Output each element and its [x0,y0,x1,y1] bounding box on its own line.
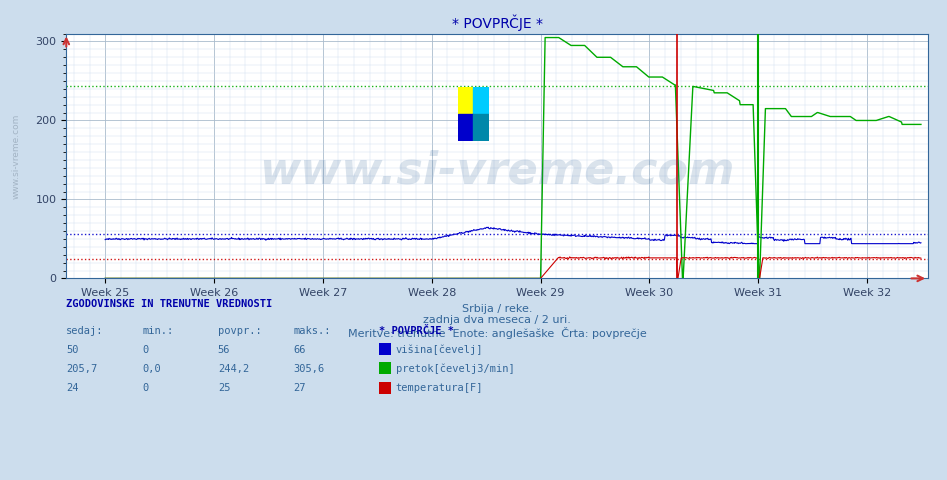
Title: * POVPRČJE *: * POVPRČJE * [452,14,543,31]
Text: višina[čevelj]: višina[čevelj] [396,344,483,355]
Text: 25: 25 [218,383,230,393]
X-axis label: Srbija / reke.
zadnja dva meseca / 2 uri.
Meritve: trenutne  Enote: anglešaške  : Srbija / reke. zadnja dva meseca / 2 uri… [348,304,647,339]
Text: www.si-vreme.com: www.si-vreme.com [259,149,735,192]
Text: ZGODOVINSKE IN TRENUTNE VREDNOSTI: ZGODOVINSKE IN TRENUTNE VREDNOSTI [66,299,273,309]
Text: maks.:: maks.: [294,325,331,336]
Text: 50: 50 [66,345,79,355]
Text: 0: 0 [142,345,149,355]
Text: * POVPRČJE *: * POVPRČJE * [379,325,454,336]
Text: www.si-vreme.com: www.si-vreme.com [11,113,21,199]
Text: 305,6: 305,6 [294,364,325,374]
Text: 24: 24 [66,383,79,393]
Text: temperatura[F]: temperatura[F] [396,383,483,393]
Text: min.:: min.: [142,325,173,336]
Text: 27: 27 [294,383,306,393]
Text: 0: 0 [142,383,149,393]
Text: 56: 56 [218,345,230,355]
Text: 0,0: 0,0 [142,364,161,374]
Text: 66: 66 [294,345,306,355]
Text: 205,7: 205,7 [66,364,98,374]
Text: 244,2: 244,2 [218,364,249,374]
Text: povpr.:: povpr.: [218,325,261,336]
Text: sedaj:: sedaj: [66,325,104,336]
Text: pretok[čevelj3/min]: pretok[čevelj3/min] [396,363,514,374]
